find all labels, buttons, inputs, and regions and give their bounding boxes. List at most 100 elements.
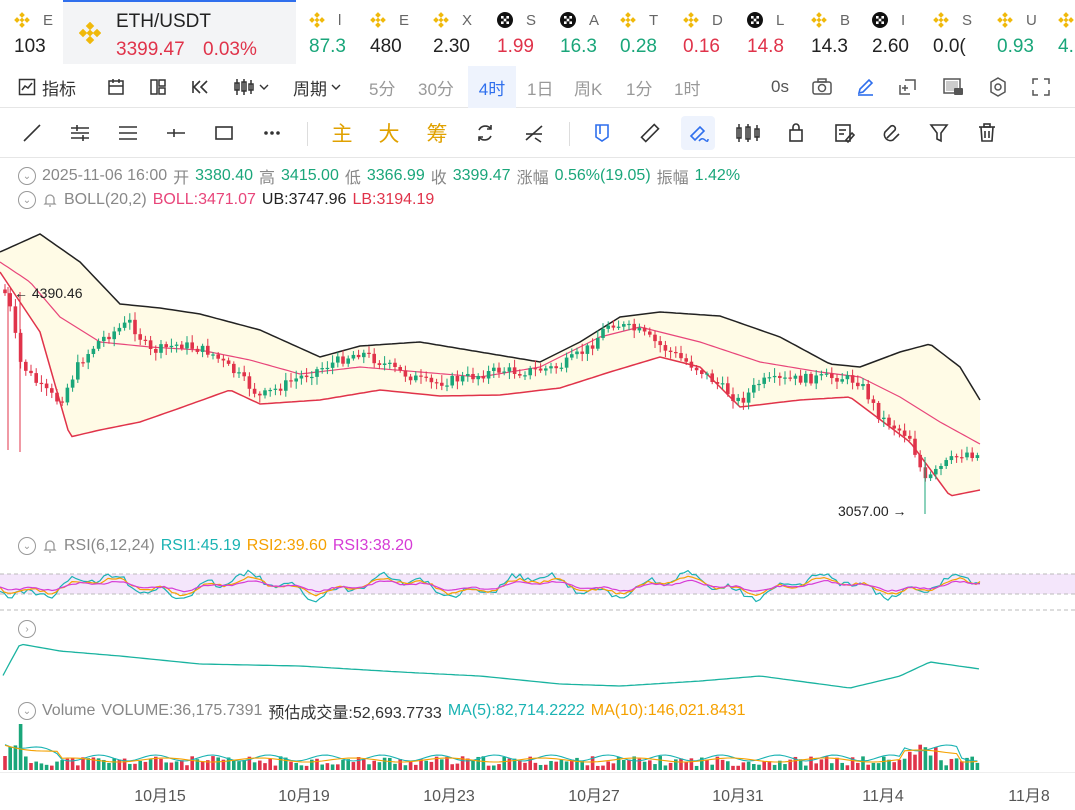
ticker-item[interactable]: S 0.0(	[933, 0, 981, 64]
ticker-item[interactable]: S 1.99	[497, 0, 545, 64]
pattern-tool[interactable]	[731, 116, 765, 150]
channel-tool[interactable]	[111, 116, 145, 150]
volume-bar	[596, 765, 600, 770]
ticker-item[interactable]: l 87.3	[309, 0, 357, 64]
candle-body	[242, 372, 246, 377]
candle-body	[148, 340, 153, 349]
period-1min[interactable]: 1分	[626, 79, 653, 99]
period-5m[interactable]: 5分	[369, 79, 396, 99]
bell-icon[interactable]	[42, 538, 58, 554]
volume-chart[interactable]	[0, 720, 1075, 772]
candle-body	[252, 388, 257, 394]
volume-bar	[923, 747, 928, 770]
volume-bar	[117, 759, 122, 770]
period-1d[interactable]: 1日	[527, 79, 554, 99]
candle-body	[216, 354, 220, 359]
more-tools[interactable]	[255, 116, 289, 150]
price-chart[interactable]: ← 4390.46 3057.00 →	[0, 212, 1075, 527]
magnet-tool[interactable]	[875, 116, 909, 150]
fullscreen-button[interactable]	[1030, 66, 1052, 108]
bell-icon[interactable]	[42, 192, 58, 208]
volume-bar	[715, 756, 720, 770]
ray-tool[interactable]	[159, 116, 193, 150]
screenshot-button[interactable]	[811, 66, 833, 108]
candle-body	[372, 353, 376, 364]
chart-type-button[interactable]	[233, 66, 269, 108]
indicator-button[interactable]: 指标	[18, 66, 76, 108]
ticker-item[interactable]: U 0.93	[997, 0, 1045, 64]
volume-bar	[554, 761, 558, 770]
gear-icon	[990, 77, 1006, 97]
draw-toggle-button[interactable]	[855, 66, 877, 108]
volume-bar	[632, 756, 636, 770]
candle-body	[362, 352, 366, 358]
export-button[interactable]	[941, 66, 965, 108]
collapse-icon[interactable]: ⌄	[18, 537, 36, 555]
volume-bar	[185, 765, 189, 770]
volume-bar	[206, 760, 210, 770]
delete-tool[interactable]	[970, 116, 1004, 150]
ruler-tool[interactable]	[633, 116, 667, 150]
rsi-chart[interactable]	[0, 562, 1075, 617]
ticker-item[interactable]: B 14.3	[811, 0, 859, 64]
collapse-icon[interactable]: ⌄	[18, 191, 36, 209]
hline-tool[interactable]	[63, 116, 97, 150]
volume-bar	[934, 746, 938, 770]
candle-body	[481, 375, 486, 379]
volume-ma5-line	[4, 744, 978, 762]
candle-body	[606, 325, 610, 329]
lock-tool[interactable]	[779, 116, 813, 150]
candle-body	[887, 417, 891, 426]
period-1w[interactable]: 周K	[574, 79, 603, 99]
period-4h[interactable]: 4时	[468, 66, 516, 108]
candle-body	[788, 377, 792, 379]
volume-bar	[138, 760, 142, 770]
note-tool[interactable]	[827, 116, 861, 150]
collapse-icon[interactable]: ⌄	[18, 167, 36, 185]
period-dropdown[interactable]: 周期	[293, 66, 341, 108]
volume-bar	[481, 756, 486, 770]
active-ticker-eth-usdt[interactable]: ETH/USDT 3399.47 0.03%	[63, 0, 296, 64]
ticker-item[interactable]: E 480	[370, 0, 418, 64]
brush-tool[interactable]	[681, 116, 715, 150]
ticker-item[interactable]: E 103	[14, 0, 62, 64]
binance-icon	[620, 12, 636, 28]
sync-tool[interactable]	[468, 116, 502, 150]
volume-bar	[762, 761, 766, 770]
ticker-item[interactable]: T 0.28	[620, 0, 668, 64]
expand-icon[interactable]: ›	[18, 620, 36, 638]
ticker-item[interactable]: D 0.16	[683, 0, 731, 64]
period-1h[interactable]: 1时	[674, 79, 701, 99]
rectangle-tool[interactable]	[207, 116, 241, 150]
indicator-label: 指标	[42, 79, 76, 99]
ticker-symbol: X	[462, 11, 473, 29]
ticker-item[interactable]: 4.	[1058, 0, 1075, 64]
main-indicator-tool[interactable]: 主	[331, 123, 353, 146]
replay-button[interactable]	[190, 66, 212, 108]
candle-body	[55, 392, 59, 402]
ticker-item[interactable]: I 2.60	[872, 0, 920, 64]
erase-tool[interactable]	[517, 116, 551, 150]
candle-body	[180, 344, 184, 349]
binance-icon	[1058, 12, 1074, 28]
chips-tool[interactable]: 筹	[426, 123, 448, 146]
layout-button[interactable]	[106, 66, 126, 108]
bookmark-tool[interactable]	[585, 116, 619, 150]
large-order-tool[interactable]: 大	[378, 123, 400, 146]
x-tick-label: 10月15	[134, 788, 186, 805]
okx-icon	[497, 12, 513, 28]
volume-bar	[840, 762, 844, 770]
period-30m[interactable]: 30分	[418, 79, 454, 99]
candle-body	[367, 352, 371, 354]
add-chart-button[interactable]	[897, 66, 919, 108]
settings-button[interactable]	[987, 66, 1009, 108]
ticker-item[interactable]: X 2.30	[433, 0, 481, 64]
ticker-item[interactable]: A 16.3	[560, 0, 608, 64]
filter-tool[interactable]	[922, 116, 956, 150]
multi-chart-button[interactable]	[148, 66, 168, 108]
candle-body	[934, 468, 938, 475]
trendline-tool[interactable]	[15, 116, 49, 150]
collapse-icon[interactable]: ⌄	[18, 702, 36, 720]
candle-body	[247, 376, 252, 389]
ticker-item[interactable]: L 14.8	[747, 0, 795, 64]
